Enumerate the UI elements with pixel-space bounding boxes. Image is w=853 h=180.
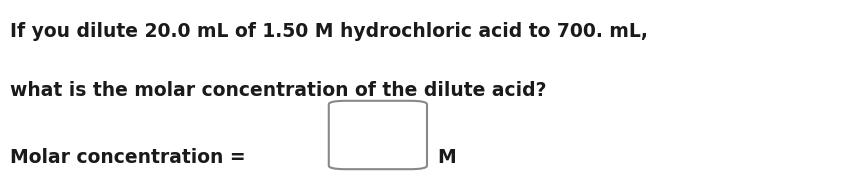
Text: Molar concentration =: Molar concentration = xyxy=(10,148,252,167)
FancyBboxPatch shape xyxy=(328,101,426,169)
Text: what is the molar concentration of the dilute acid?: what is the molar concentration of the d… xyxy=(10,81,546,100)
Text: M: M xyxy=(437,148,456,167)
Text: If you dilute 20.0 mL of 1.50 M hydrochloric acid to 700. mL,: If you dilute 20.0 mL of 1.50 M hydrochl… xyxy=(10,22,647,41)
